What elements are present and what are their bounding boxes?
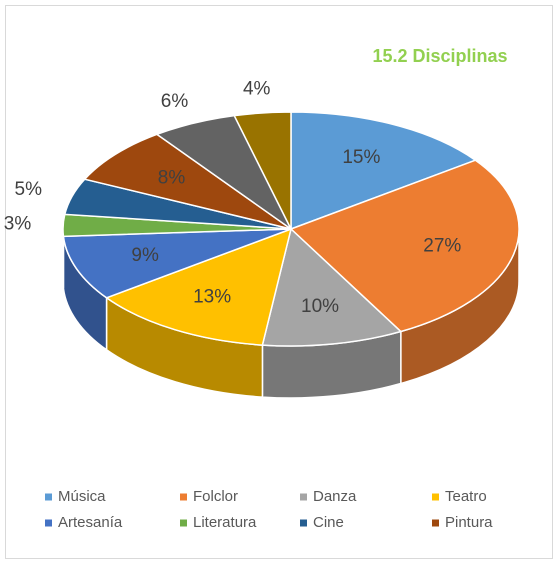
legend-swatch [45,519,52,527]
legend-label: Pintura [445,514,493,531]
legend-label: Cine [313,514,344,531]
legend-label: Música [58,488,106,505]
data-label: 13% [193,286,231,307]
legend-label: Danza [313,488,357,505]
legend-label: Artesanía [58,514,123,531]
legend-label: Literatura [193,514,257,531]
slice [83,133,292,230]
legend-swatch [180,519,187,527]
legend-swatch [432,493,439,501]
data-label: 3% [4,214,32,235]
slice [233,111,292,230]
slice [62,228,292,299]
data-label: 27% [423,235,461,256]
data-label: 10% [301,296,339,317]
data-label: 6% [161,91,189,112]
legend-swatch [300,493,307,501]
legend-swatch [180,493,187,501]
slice [290,111,478,231]
slice [261,227,403,347]
legend-label: Teatro [445,488,487,505]
slice [104,227,293,346]
data-label: 15% [342,147,380,168]
data-label: 5% [15,179,43,200]
legend-label: Folclor [193,488,238,505]
legend-swatch [45,493,52,501]
data-label: 9% [131,245,159,266]
data-label: 8% [158,167,186,188]
chart-title: 15.2 Disciplinas [372,46,507,66]
data-label: 4% [243,79,271,100]
slice [289,159,520,333]
legend-swatch [300,519,307,527]
legend-swatch [432,519,439,527]
